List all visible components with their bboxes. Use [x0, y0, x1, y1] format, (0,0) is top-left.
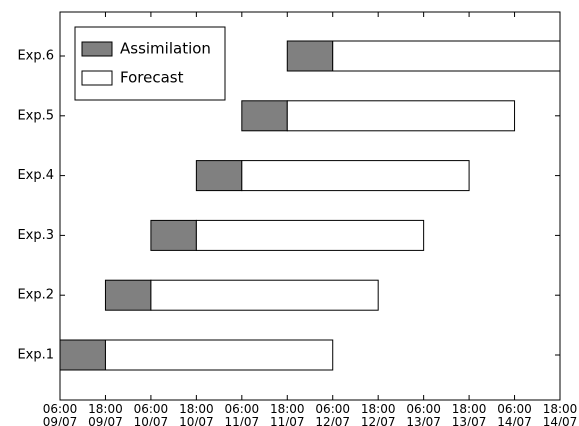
x-tick-label: 18:00 09/07 — [88, 402, 123, 426]
x-tick-time: 06:00 — [225, 402, 260, 416]
x-tick-time: 18:00 — [88, 402, 123, 416]
x-tick-date: 09/07 — [43, 415, 78, 426]
x-tick-time: 06:00 — [134, 402, 169, 416]
x-tick-label: 18:00 11/07 — [270, 402, 305, 426]
x-tick-date: 09/07 — [88, 415, 123, 426]
bar — [104, 339, 334, 371]
x-tick-label: 18:00 12/07 — [361, 402, 396, 426]
x-tick-date: 11/07 — [225, 415, 260, 426]
bar — [150, 219, 197, 251]
x-tick-date: 10/07 — [179, 415, 214, 426]
bar — [241, 100, 288, 132]
x-tick-label: 18:00 13/07 — [452, 402, 487, 426]
x-tick-label: 06:00 14/07 — [497, 402, 532, 426]
y-tick-label: Exp.3 — [17, 228, 54, 243]
legend-label: Forecast — [120, 69, 184, 87]
x-tick-time: 06:00 — [43, 402, 78, 416]
x-tick-label: 06:00 09/07 — [43, 402, 78, 426]
x-tick-label: 06:00 11/07 — [225, 402, 260, 426]
x-tick-label: 18:00 14/07 — [543, 402, 578, 426]
x-tick-date: 11/07 — [270, 415, 305, 426]
x-tick-time: 18:00 — [543, 402, 578, 416]
plot-frame — [59, 11, 561, 401]
x-tick-time: 18:00 — [361, 402, 396, 416]
x-tick-date: 14/07 — [497, 415, 532, 426]
bar — [286, 100, 516, 132]
bar — [332, 40, 561, 72]
bar — [195, 160, 243, 192]
x-tick-time: 06:00 — [315, 402, 350, 416]
bar — [59, 339, 106, 371]
x-tick-label: 06:00 13/07 — [406, 402, 441, 426]
bar — [104, 279, 152, 311]
x-tick-date: 13/07 — [452, 415, 487, 426]
bar — [286, 40, 334, 72]
bar — [195, 219, 425, 251]
legend-box — [74, 26, 226, 101]
legend-swatch — [81, 70, 113, 86]
y-tick-label: Exp.1 — [17, 348, 54, 363]
x-tick-label: 06:00 10/07 — [134, 402, 169, 426]
x-tick-time: 18:00 — [270, 402, 305, 416]
x-tick-label: 06:00 12/07 — [315, 402, 350, 426]
legend-label: Assimilation — [120, 40, 211, 58]
y-tick-label: Exp.6 — [17, 49, 54, 64]
x-tick-time: 06:00 — [497, 402, 532, 416]
y-tick-label: Exp.2 — [17, 288, 54, 303]
y-tick-label: Exp.4 — [17, 168, 54, 183]
y-tick-label: Exp.5 — [17, 108, 54, 123]
x-tick-date: 12/07 — [361, 415, 396, 426]
x-tick-date: 12/07 — [315, 415, 350, 426]
bar — [241, 160, 470, 192]
x-tick-time: 06:00 — [406, 402, 441, 416]
x-tick-label: 18:00 10/07 — [179, 402, 214, 426]
bar — [150, 279, 379, 311]
x-tick-date: 10/07 — [134, 415, 169, 426]
x-tick-time: 18:00 — [452, 402, 487, 416]
x-tick-time: 18:00 — [179, 402, 214, 416]
x-tick-date: 14/07 — [543, 415, 578, 426]
x-tick-date: 13/07 — [406, 415, 441, 426]
legend-swatch — [81, 41, 113, 57]
